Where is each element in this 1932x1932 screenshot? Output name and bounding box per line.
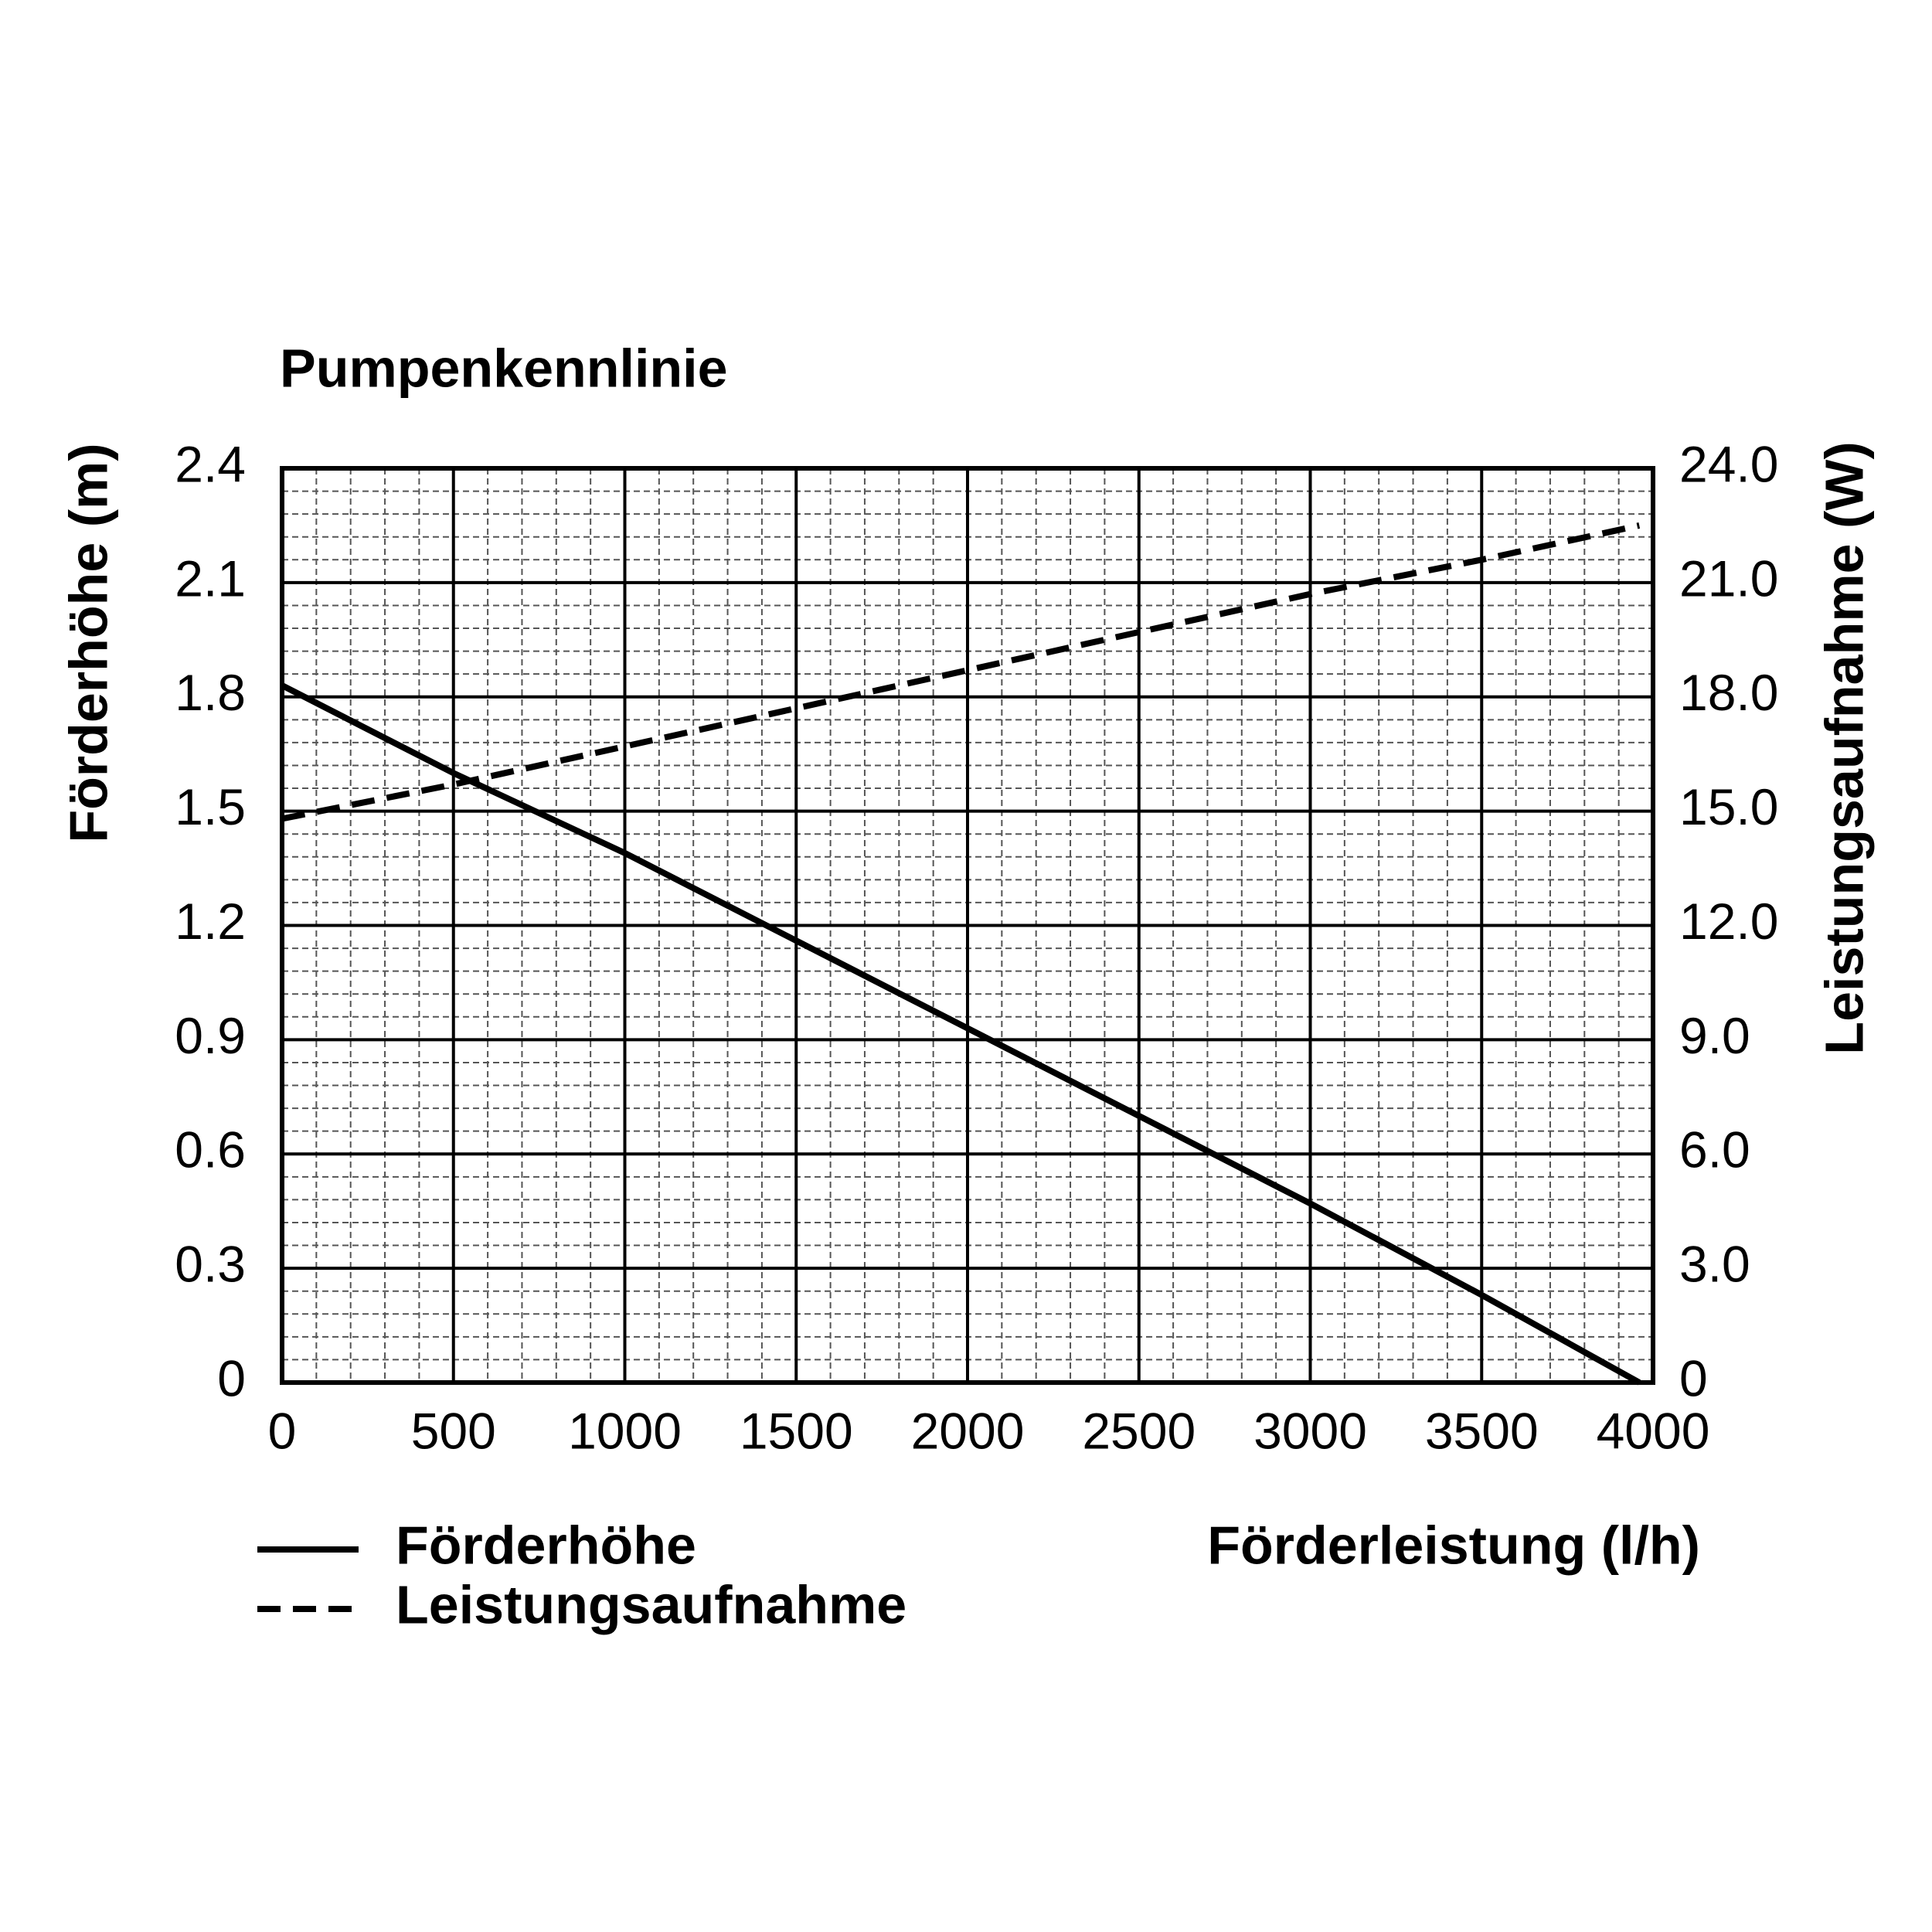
y2-tick-label: 15.0 [1679,778,1778,835]
x-tick-label: 3000 [1253,1402,1367,1459]
y-tick-label: 0 [217,1349,246,1406]
y2-tick-label: 0 [1679,1349,1708,1406]
y-tick-label: 1.5 [175,778,246,835]
y-tick-label: 1.8 [175,664,246,721]
x-tick-label: 4000 [1597,1402,1710,1459]
y2-tick-label: 6.0 [1679,1121,1750,1179]
y-tick-label: 0.9 [175,1007,246,1064]
y2-tick-label: 12.0 [1679,893,1778,950]
x-tick-label: 3500 [1425,1402,1539,1459]
x-axis-title: Förderleistung (l/h) [1207,1515,1700,1575]
y-axis-title: Förderhöhe (m) [58,443,118,842]
y2-tick-label: 18.0 [1679,664,1778,721]
y2-tick-label: 24.0 [1679,435,1778,492]
y2-tick-label: 21.0 [1679,549,1778,607]
plot-frame [280,466,1655,1385]
y2-tick-label: 9.0 [1679,1007,1750,1064]
y-tick-label: 2.4 [175,435,246,492]
x-tick-label: 1500 [740,1402,853,1459]
x-tick-label: 500 [411,1402,496,1459]
legend-label: Förderhöhe [396,1515,696,1575]
x-tick-label: 2500 [1082,1402,1196,1459]
legend-label: Leistungsaufnahme [396,1574,906,1634]
y2-tick-label: 3.0 [1679,1236,1750,1293]
y-tick-label: 0.3 [175,1236,246,1293]
x-tick-label: 2000 [911,1402,1025,1459]
y-tick-label: 2.1 [175,549,246,607]
chart-title: Pumpenkennlinie [280,338,728,398]
data-line [281,522,1641,822]
data-line [281,682,1641,1386]
y-tick-label: 0.6 [175,1121,246,1179]
x-tick-label: 1000 [568,1402,682,1459]
y-tick-label: 1.2 [175,893,246,950]
y2-axis-title: Leistungsaufnahme (W) [1814,441,1874,1054]
x-tick-label: 0 [268,1402,297,1459]
